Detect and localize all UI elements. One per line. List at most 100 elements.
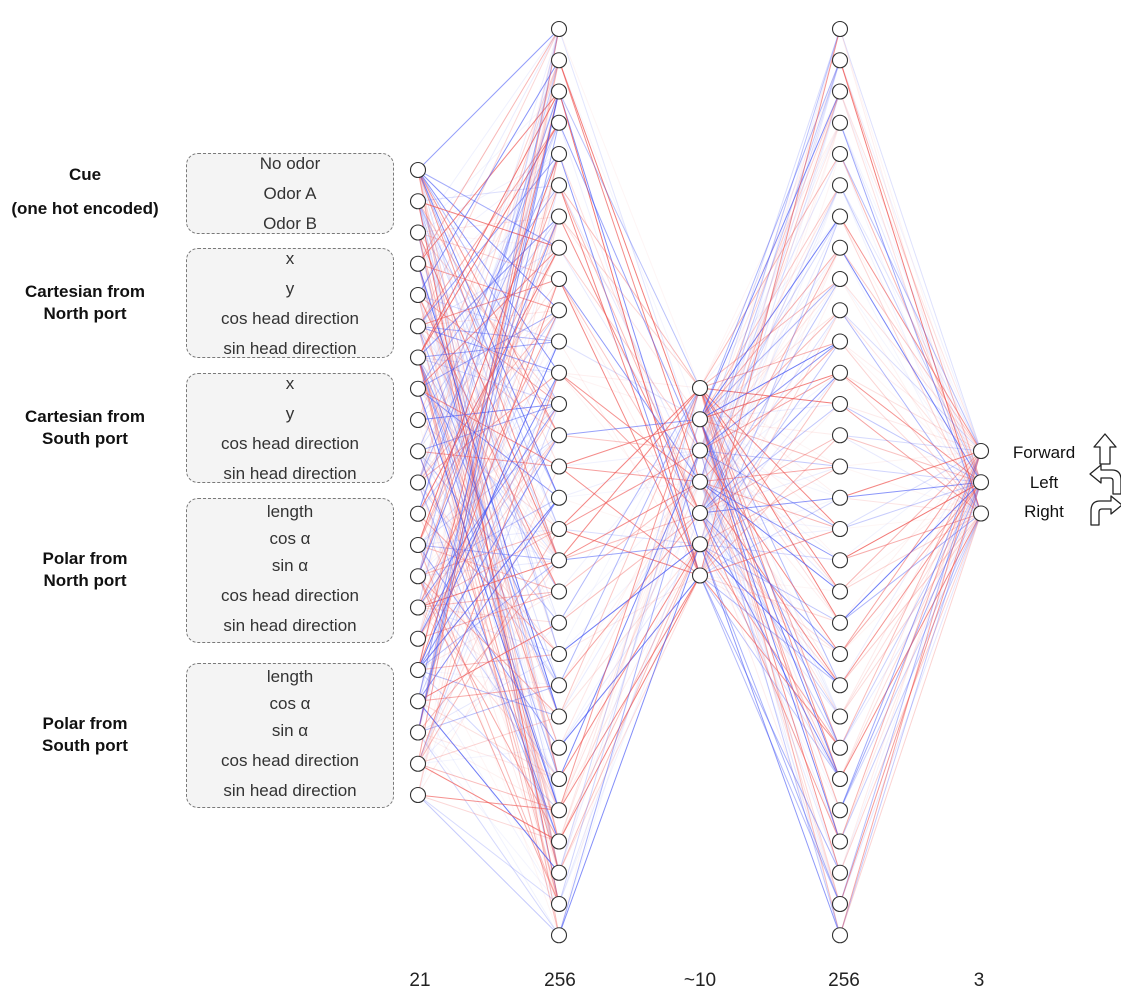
connection-line — [839, 341, 982, 452]
group-label-cartesian-south: Cartesian from South port — [25, 407, 145, 448]
connection-line — [839, 450, 982, 530]
connection-line — [417, 122, 560, 389]
connection-line — [417, 591, 560, 671]
connection-line — [699, 28, 841, 514]
connection-line — [417, 169, 560, 249]
connection-line — [417, 184, 560, 327]
neuron-node — [831, 677, 849, 694]
connection-line — [839, 247, 982, 452]
connection-line — [699, 575, 841, 686]
connection-line — [417, 576, 560, 842]
connection-line — [558, 387, 701, 530]
connection-line — [558, 387, 701, 655]
connection-line — [699, 434, 841, 514]
neuron-node — [409, 599, 427, 616]
connection-line — [839, 309, 982, 483]
connection-line — [417, 434, 560, 671]
connection-line — [839, 481, 982, 717]
connection-line — [839, 481, 982, 530]
connection-line — [839, 450, 982, 499]
connection-line — [839, 450, 982, 624]
connection-line — [558, 60, 701, 420]
group-label-cue: Cue (one hot encoded) — [11, 165, 159, 218]
connection-line — [699, 481, 841, 592]
connection-line — [417, 544, 560, 811]
connection-line — [699, 122, 841, 420]
neuron-node — [550, 364, 568, 381]
connection-line — [558, 216, 701, 389]
connection-line — [417, 91, 560, 483]
connection-line — [417, 60, 560, 452]
connection-line — [417, 153, 560, 265]
neuron-node — [550, 770, 568, 788]
connection-line — [417, 60, 560, 483]
connection-line — [558, 418, 701, 592]
connection-line — [558, 544, 701, 873]
connection-line — [417, 794, 560, 905]
connection-line — [417, 28, 560, 233]
connection-line — [699, 185, 841, 514]
connection-line — [839, 309, 982, 514]
connection-line — [699, 216, 841, 514]
connection-line — [699, 450, 841, 530]
connection-line — [699, 512, 841, 530]
connection-line — [417, 732, 560, 780]
neuron-node — [831, 708, 849, 725]
connection-line — [558, 387, 701, 873]
connection-line — [839, 372, 982, 483]
connection-line — [699, 543, 841, 717]
connection-line — [558, 450, 701, 530]
layer-size-bottleneck: ~10 — [683, 970, 717, 991]
connection-line — [417, 247, 560, 390]
neuron-nodes — [409, 20, 990, 944]
connection-line — [699, 575, 841, 780]
neuron-node — [831, 427, 849, 444]
connection-line — [699, 497, 841, 576]
connection-line — [699, 278, 841, 420]
connection-line — [417, 732, 560, 905]
connection-line — [417, 91, 560, 733]
connection-line — [417, 309, 560, 421]
connection-line — [417, 607, 560, 624]
connection-line — [558, 60, 701, 451]
neuron-node — [831, 364, 849, 381]
neuron-node — [550, 177, 568, 194]
connection-line — [839, 247, 982, 514]
connection-line — [417, 60, 560, 577]
connection-line — [417, 357, 560, 905]
connection-line — [417, 372, 560, 483]
neuron-node — [550, 864, 568, 881]
connection-line — [699, 481, 841, 780]
connection-line — [417, 28, 560, 296]
feature-label: y — [285, 279, 295, 298]
neuron-node — [831, 239, 849, 256]
connection-line — [699, 575, 841, 624]
connection-line — [417, 544, 560, 936]
feature-box-cue — [186, 153, 394, 234]
connection-line — [839, 482, 982, 936]
connection-line — [558, 60, 701, 482]
connection-line — [417, 28, 560, 577]
connection-line — [417, 185, 560, 483]
connection-line — [699, 247, 841, 514]
connection-line — [699, 419, 841, 717]
connection-line — [417, 169, 560, 498]
connection-line — [839, 60, 982, 514]
connection-line — [839, 482, 982, 811]
neuron-node — [409, 318, 427, 335]
connection-line — [839, 450, 982, 561]
feature-label: sin α — [271, 721, 309, 740]
layer-size-hidden-1: 256 — [544, 970, 576, 991]
connection-line — [699, 543, 841, 624]
connection-line — [699, 512, 841, 686]
neuron-node — [550, 520, 568, 538]
connection-line — [699, 450, 841, 936]
connection-line — [699, 28, 841, 545]
connection-line — [417, 310, 560, 608]
feature-label: cos α — [269, 694, 311, 713]
arrow-turn-left-icon — [1089, 464, 1121, 495]
neuron-node — [409, 693, 427, 710]
connection-line — [839, 91, 982, 452]
connection-line — [558, 184, 701, 389]
